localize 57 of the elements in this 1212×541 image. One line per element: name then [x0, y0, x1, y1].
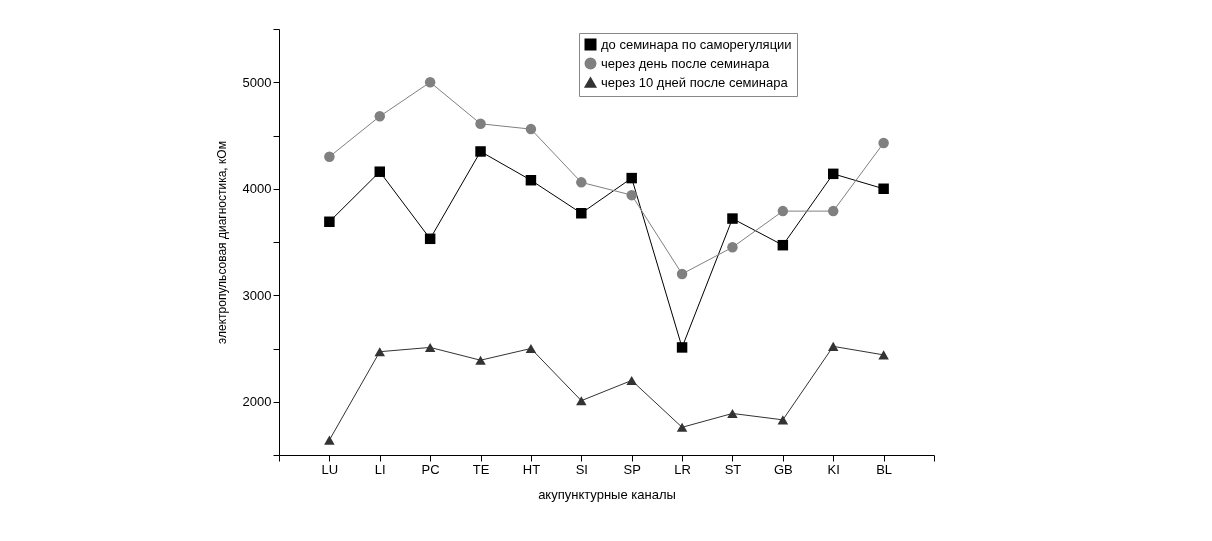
point — [626, 375, 637, 385]
point — [676, 422, 688, 432]
legend-label: через 10 дней после семинара — [601, 74, 789, 90]
point — [525, 123, 537, 135]
point — [324, 216, 335, 228]
point — [374, 347, 386, 357]
point — [424, 77, 436, 88]
point — [475, 146, 486, 157]
point — [878, 137, 889, 149]
point — [324, 151, 335, 163]
x-tick-label: SP — [623, 461, 641, 477]
y-tick-label: 5000 — [242, 74, 272, 90]
point — [727, 242, 738, 253]
x-tick-label: ST — [724, 461, 742, 477]
point — [676, 268, 688, 280]
point — [827, 341, 839, 351]
point — [676, 342, 688, 353]
point — [475, 355, 486, 365]
point — [424, 342, 436, 352]
x-tick-label: GB — [773, 461, 793, 477]
point — [424, 233, 436, 245]
point — [626, 189, 637, 201]
x-tick-label: LI — [374, 461, 386, 477]
point — [576, 177, 587, 188]
y-tick-label: 3000 — [242, 287, 272, 303]
legend-label: через день после семинара — [601, 55, 770, 71]
x-tick-label: LU — [321, 461, 339, 477]
point — [324, 435, 335, 445]
x-tick-label: LR — [674, 461, 691, 477]
point — [525, 174, 537, 186]
point — [374, 111, 386, 122]
point — [374, 166, 386, 177]
x-tick-label: HT — [522, 461, 541, 477]
y-tick-label: 4000 — [242, 181, 272, 197]
point — [777, 205, 789, 217]
point — [827, 168, 839, 180]
legend-label: до семинара по саморегуляции — [601, 36, 792, 52]
point — [576, 396, 587, 406]
x-tick-label: SI — [575, 461, 588, 477]
point — [777, 415, 789, 425]
point — [525, 343, 537, 354]
point — [777, 239, 789, 251]
point — [827, 205, 839, 217]
x-tick-label: BL — [876, 461, 893, 477]
point — [878, 183, 889, 194]
y-axis-title: электропульсовая диагностика, кОм — [214, 141, 229, 344]
point — [878, 350, 889, 360]
y-tick-label: 2000 — [242, 394, 272, 410]
x-tick-label: PC — [421, 461, 440, 477]
point — [626, 172, 637, 184]
x-tick-label: TE — [472, 461, 490, 477]
point — [576, 208, 587, 219]
x-tick-label: KI — [827, 461, 840, 477]
point — [475, 118, 486, 130]
point — [727, 408, 738, 419]
point — [727, 213, 738, 224]
x-axis-title: акупунктурные каналы — [538, 486, 676, 502]
